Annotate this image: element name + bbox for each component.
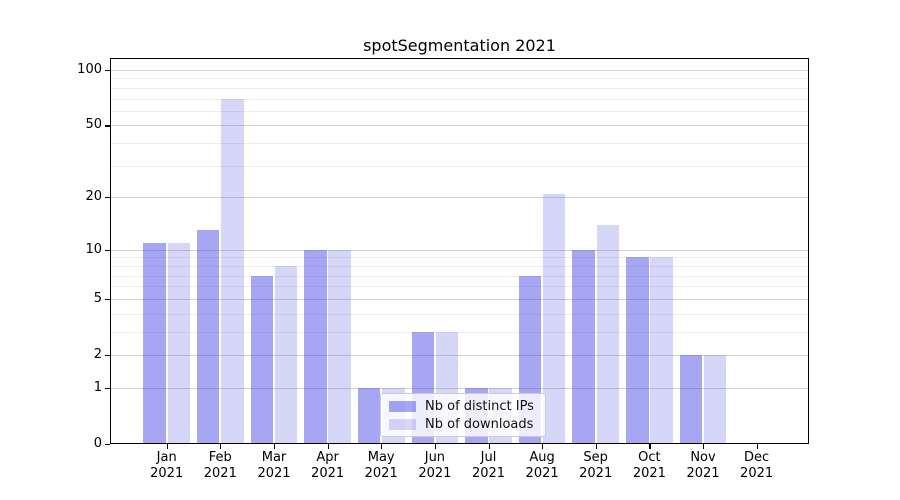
x-tick-feb xyxy=(220,444,222,449)
major-gridline-1 xyxy=(110,387,809,389)
x-tick-label-sep: Sep 2021 xyxy=(579,450,613,481)
minor-gridline-30 xyxy=(110,165,809,167)
legend-label-downloads: Nb of downloads xyxy=(425,416,534,432)
major-gridline-2 xyxy=(110,355,809,356)
x-tick-dec xyxy=(756,444,758,449)
minor-gridline-40 xyxy=(110,143,809,145)
x-tick-label-apr: Apr 2021 xyxy=(311,450,345,481)
bar-ips-mar xyxy=(250,275,274,443)
y-tick-5 xyxy=(105,298,110,300)
y-tick-label-100: 100 xyxy=(77,62,102,77)
x-tick-oct xyxy=(649,444,651,449)
bar-downloads-apr xyxy=(328,249,351,443)
y-tick-1 xyxy=(105,387,110,389)
minor-gridline-7 xyxy=(110,275,809,277)
x-tick-label-may: May 2021 xyxy=(364,450,398,481)
minor-gridline-6 xyxy=(110,286,809,288)
x-tick-jan xyxy=(166,444,168,449)
y-tick-label-20: 20 xyxy=(85,189,102,205)
x-tick-label-feb: Feb 2021 xyxy=(203,450,237,481)
x-tick-aug xyxy=(542,444,544,449)
major-gridline-20 xyxy=(110,197,809,199)
x-tick-mar xyxy=(274,444,276,449)
bar-downloads-mar xyxy=(274,265,298,443)
y-tick-label-2: 2 xyxy=(93,347,102,362)
x-tick-may xyxy=(381,444,383,449)
minor-gridline-90 xyxy=(110,78,809,80)
y-tick-label-10: 10 xyxy=(85,241,102,257)
y-tick-0 xyxy=(105,444,110,446)
y-tick-2 xyxy=(105,355,110,357)
x-tick-label-jul: Jul 2021 xyxy=(471,450,506,481)
legend-swatch-ips xyxy=(389,400,416,412)
chart-title: spotSegmentation 2021 xyxy=(363,36,556,55)
bar-ips-nov xyxy=(679,355,703,443)
x-tick-nov xyxy=(703,444,705,449)
bar-ips-sep xyxy=(572,249,595,443)
legend-item-downloads: Nb of downloads xyxy=(389,417,545,432)
x-tick-label-dec: Dec 2021 xyxy=(740,450,774,481)
minor-gridline-8 xyxy=(110,265,809,267)
major-gridline-50 xyxy=(110,125,809,127)
bar-downloads-nov xyxy=(703,355,727,443)
x-tick-label-oct: Oct 2021 xyxy=(632,450,666,481)
y-tick-10 xyxy=(105,249,110,251)
minor-gridline-4 xyxy=(110,313,809,315)
x-tick-sep xyxy=(595,444,597,449)
y-tick-label-50: 50 xyxy=(85,117,102,133)
major-gridline-100 xyxy=(110,70,809,71)
bar-downloads-sep xyxy=(596,224,620,443)
y-tick-20 xyxy=(105,197,110,199)
major-gridline-5 xyxy=(110,298,809,300)
major-gridline-10 xyxy=(110,249,809,251)
bar-downloads-aug xyxy=(542,193,566,443)
x-tick-jul xyxy=(488,444,490,449)
bar-downloads-jan xyxy=(167,242,191,443)
minor-gridline-9 xyxy=(110,257,809,259)
minor-gridline-80 xyxy=(110,87,809,89)
y-tick-label-1: 1 xyxy=(93,379,102,395)
bar-ips-feb xyxy=(196,230,220,443)
x-tick-label-jan: Jan 2021 xyxy=(150,450,184,481)
x-tick-label-aug: Aug 2021 xyxy=(525,450,559,481)
x-tick-apr xyxy=(327,444,329,449)
bar-downloads-oct xyxy=(650,257,673,443)
x-tick-label-jun: Jun 2021 xyxy=(418,450,452,481)
minor-gridline-70 xyxy=(110,98,809,100)
minor-gridline-60 xyxy=(110,110,809,112)
bar-ips-apr xyxy=(304,249,327,443)
y-tick-label-5: 5 xyxy=(93,290,102,306)
y-tick-label-0: 0 xyxy=(93,436,102,451)
y-tick-50 xyxy=(105,125,110,127)
x-tick-jun xyxy=(434,444,437,449)
bar-downloads-feb xyxy=(221,98,244,443)
bar-ips-jan xyxy=(143,242,166,443)
legend-label-ips: Nb of distinct IPs xyxy=(425,398,534,414)
legend: Nb of distinct IPs Nb of downloads xyxy=(380,393,546,437)
bar-ips-may xyxy=(357,387,381,443)
legend-item-ips: Nb of distinct IPs xyxy=(389,399,545,414)
minor-gridline-3 xyxy=(110,331,809,333)
bar-ips-oct xyxy=(626,257,649,443)
x-tick-label-nov: Nov 2021 xyxy=(686,450,720,481)
y-tick-100 xyxy=(105,70,110,72)
legend-swatch-downloads xyxy=(389,418,416,430)
x-tick-label-mar: Mar 2021 xyxy=(257,450,291,481)
